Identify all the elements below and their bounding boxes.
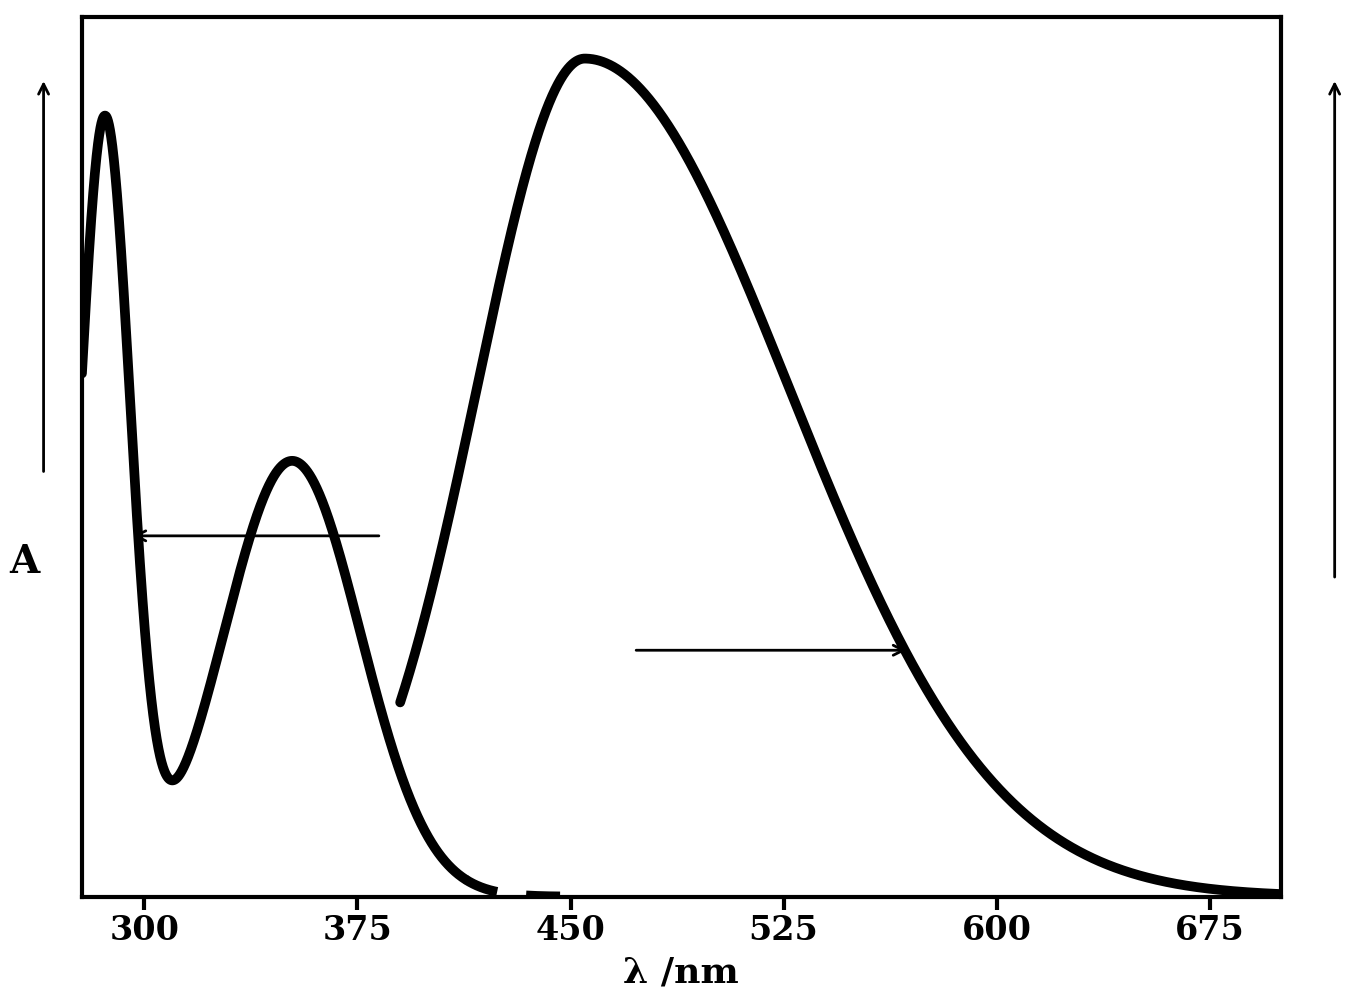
Text: A: A: [9, 543, 39, 581]
X-axis label: λ /nm: λ /nm: [624, 956, 739, 989]
